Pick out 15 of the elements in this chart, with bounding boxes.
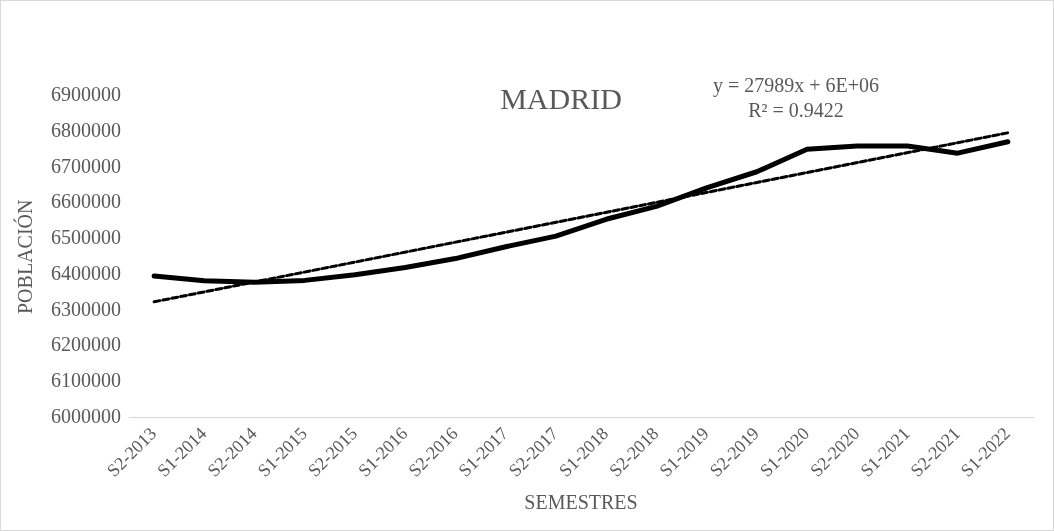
y-tick-label: 6000000 xyxy=(51,404,121,427)
y-tick-label: 6600000 xyxy=(51,190,121,213)
chart-title: MADRID xyxy=(500,81,622,115)
x-axis-title: SEMESTRES xyxy=(524,491,638,514)
annotation: y = 27989x + 6E+06 xyxy=(712,74,880,98)
y-tick-label: 6800000 xyxy=(51,118,121,141)
y-tick-label: 6900000 xyxy=(51,83,121,106)
y-tick-label: 6100000 xyxy=(51,369,121,392)
y-tick-label: 6700000 xyxy=(51,154,121,177)
y-tick-label: 6200000 xyxy=(51,333,121,356)
y-axis-title: POBLACIÓN xyxy=(13,199,37,315)
y-tick-label: 6500000 xyxy=(51,226,121,249)
annotation: R² = 0.9422 xyxy=(748,99,844,122)
y-tick-label: 6300000 xyxy=(51,297,121,320)
y-tick-label: 6400000 xyxy=(51,261,121,284)
